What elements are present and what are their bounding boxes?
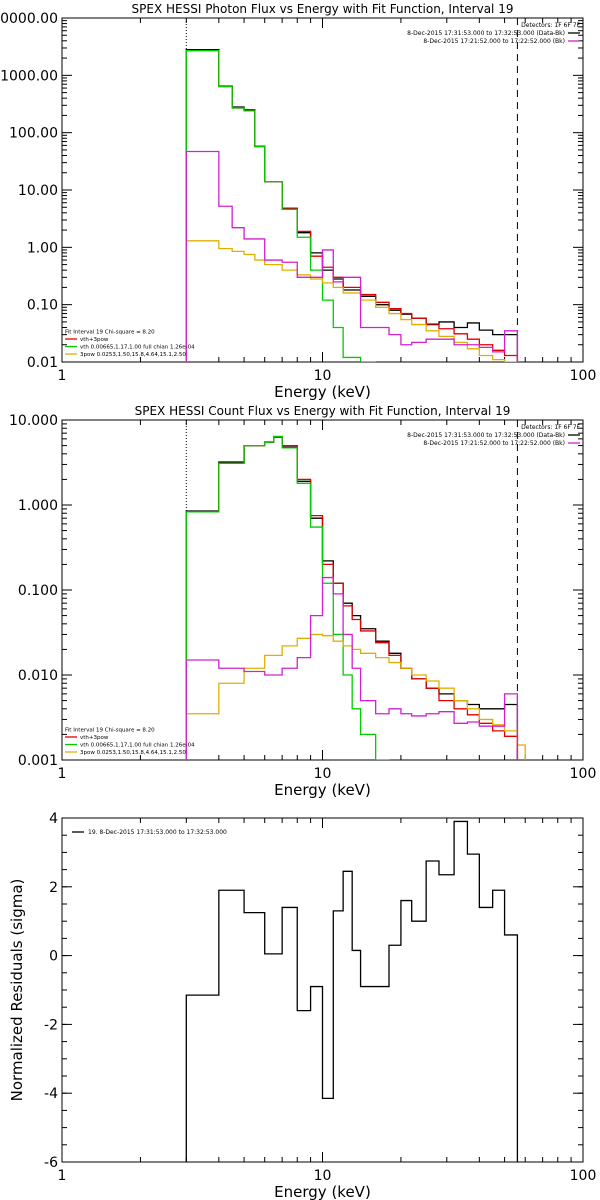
legend-text: 3pow 0.0253,1.50,15.8,4.64,15.1,2.50 bbox=[80, 750, 186, 756]
series-group bbox=[185, 820, 519, 1162]
y-tick-label: 10000.00 bbox=[0, 11, 58, 27]
y-tick-label: -2 bbox=[44, 1017, 58, 1033]
x-axis-label: Energy (keV) bbox=[274, 781, 371, 799]
legend-text: vth 0.00665,1.17,1.00 full chian 1.26e-0… bbox=[80, 743, 195, 749]
legend-text: Fit Interval 19 Chi-square = 8.20 bbox=[65, 330, 155, 336]
chart-title: SPEX HESSI Count Flux vs Energy with Fit… bbox=[135, 404, 511, 418]
legend-text: Detectors: 1F 6F 7F bbox=[521, 22, 580, 29]
series-line-0 bbox=[185, 436, 519, 760]
series-line-2 bbox=[185, 49, 377, 362]
series-group bbox=[185, 49, 519, 362]
count-flux-panel: SPEX HESSI Count Flux vs Energy with Fit… bbox=[9, 404, 596, 799]
x-tick-label: 1 bbox=[58, 1168, 67, 1184]
legend-text: vth+3pow bbox=[80, 337, 109, 343]
x-axis-label: Energy (keV) bbox=[274, 1183, 371, 1200]
y-tick-label: -4 bbox=[44, 1086, 58, 1102]
series-line-3 bbox=[185, 633, 526, 760]
legend-text: 8-Dec-2015 17:21:52.000 to 17:22:52.000 … bbox=[423, 440, 565, 447]
y-tick-label: 0 bbox=[49, 949, 58, 965]
y-tick-label: 10.000 bbox=[9, 413, 58, 429]
series-line-0 bbox=[185, 820, 519, 1162]
x-tick-label: 100 bbox=[570, 368, 597, 384]
y-tick-label: 0.10 bbox=[27, 298, 58, 314]
x-axis-label: Energy (keV) bbox=[274, 383, 371, 401]
legend-text: 8-Dec-2015 17:21:52.000 to 17:22:52.000 … bbox=[423, 38, 565, 45]
legend-text: Fit Interval 19 Chi-square = 8.20 bbox=[65, 728, 155, 734]
x-tick-label: 10 bbox=[314, 368, 332, 384]
y-tick-label: 100.00 bbox=[9, 126, 58, 142]
y-tick-label: 0.100 bbox=[18, 583, 58, 599]
y-tick-label: 0.001 bbox=[18, 753, 58, 769]
y-axis-label: Normalized Residuals (sigma) bbox=[8, 879, 26, 1102]
y-tick-label: 0.010 bbox=[18, 668, 58, 684]
y-tick-label: 1.00 bbox=[27, 240, 58, 256]
y-tick-label: 0.01 bbox=[27, 355, 58, 371]
plot-frame bbox=[61, 17, 584, 363]
x-tick-label: 100 bbox=[570, 766, 597, 782]
y-tick-label: 2 bbox=[49, 880, 58, 896]
series-line-4 bbox=[185, 576, 519, 760]
x-tick-label: 10 bbox=[314, 1168, 332, 1184]
series-line-4 bbox=[185, 150, 519, 362]
legend-text: Detectors: 1F 6F 7F bbox=[521, 424, 580, 431]
y-tick-label: 10.00 bbox=[18, 183, 58, 199]
x-tick-label: 1 bbox=[58, 368, 67, 384]
y-tick-label: 4 bbox=[49, 811, 58, 827]
x-tick-label: 10 bbox=[314, 766, 332, 782]
legend-text: vth+3pow bbox=[80, 735, 109, 741]
x-tick-label: 1 bbox=[58, 766, 67, 782]
series-line-2 bbox=[185, 435, 390, 760]
legend-text: 8-Dec-2015 17:31:53.000 to 17:32:53.000 … bbox=[407, 30, 565, 37]
photon-flux-panel: SPEX HESSI Photon Flux vs Energy with Fi… bbox=[0, 2, 596, 401]
y-tick-label: -6 bbox=[44, 1155, 58, 1171]
legend-text: vth 0.00665,1.17,1.00 full chian 1.26e-0… bbox=[80, 345, 195, 351]
series-line-1 bbox=[185, 435, 519, 760]
series-group bbox=[185, 435, 526, 760]
y-tick-label: 1.000 bbox=[18, 498, 58, 514]
chart-title: SPEX HESSI Photon Flux vs Energy with Fi… bbox=[132, 2, 514, 16]
series-line-0 bbox=[185, 49, 519, 362]
legend-text: 8-Dec-2015 17:31:53.000 to 17:32:53.000 … bbox=[407, 432, 565, 439]
series-line-1 bbox=[185, 49, 519, 362]
legend-text: 19. 8-Dec-2015 17:31:53.000 to 17:32:53.… bbox=[88, 829, 227, 836]
x-tick-label: 100 bbox=[570, 1168, 597, 1184]
legend-text: 3pow 0.0253,1.50,15.8,4.64,15.1,2.50 bbox=[80, 352, 186, 358]
y-tick-label: 1000.00 bbox=[0, 68, 58, 84]
residuals-panel: 1 10 100 Energy (keV) -6 -4 -2 0 2 4 Normalized Re… bbox=[8, 811, 596, 1200]
series-line-3 bbox=[185, 240, 519, 362]
